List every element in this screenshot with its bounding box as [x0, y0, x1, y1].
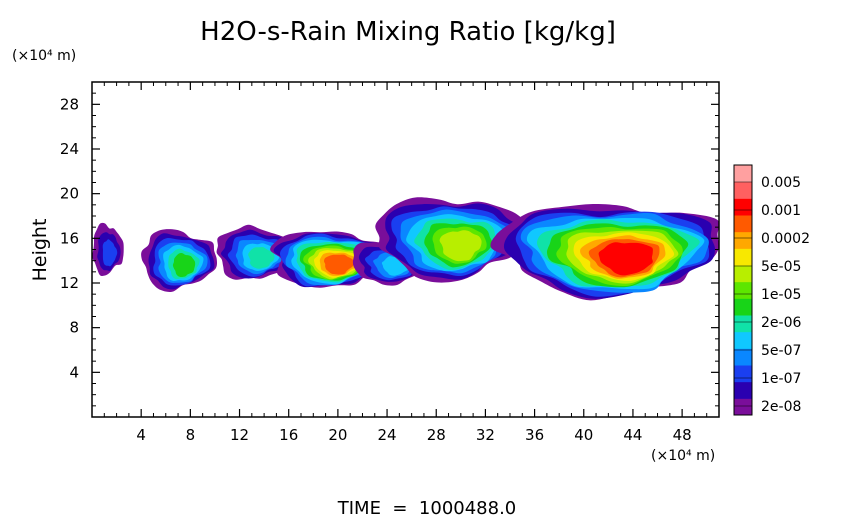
colorbar-swatch: [734, 165, 752, 183]
y-tick-label: 28: [60, 95, 79, 113]
colorbar-swatch: [734, 181, 752, 199]
chart-title: H2O-s-Rain Mixing Ratio [kg/kg]: [200, 17, 616, 47]
contour-feature: [490, 203, 719, 301]
colorbar-swatch: [734, 398, 752, 416]
contour-feature: [92, 222, 124, 276]
x-tick-label: 40: [574, 426, 593, 444]
y-tick-label: 8: [69, 319, 79, 337]
colorbar-swatch: [734, 331, 752, 349]
colorbar-swatch: [734, 365, 752, 383]
x-tick-label: 16: [279, 426, 298, 444]
colorbar-swatch: [734, 231, 752, 249]
x-tick-label: 12: [230, 426, 249, 444]
x-tick-label: 4: [136, 426, 146, 444]
x-tick-label: 8: [186, 426, 196, 444]
x-tick-label: 32: [476, 426, 495, 444]
x-tick-label: 24: [378, 426, 397, 444]
colorbar-label: 0.005: [761, 175, 801, 191]
colorbar: 0.005 0.001 0.0002 5e-05 1e-05 2e-06 5e-07 1e-0…: [733, 164, 810, 416]
x-tick-label: 36: [525, 426, 544, 444]
colorbar-label: 2e-08: [761, 399, 801, 415]
y-axis-label: Height: [29, 219, 51, 282]
x-tick-label: 20: [328, 426, 347, 444]
colorbar-label: 0.0002: [761, 231, 810, 247]
colorbar-label: 2e-06: [761, 315, 801, 331]
x-tick-label: 28: [427, 426, 446, 444]
y-tick-label: 4: [69, 363, 79, 381]
y-tick-label: 16: [60, 229, 79, 247]
colorbar-label: 1e-07: [761, 371, 801, 387]
colorbar-swatch: [734, 281, 752, 299]
contour-level-6: [172, 253, 196, 277]
colorbar-swatch: [734, 381, 752, 399]
colorbar-frame: [733, 164, 753, 416]
y-tick-label: 24: [60, 140, 79, 158]
colorbar-swatch: [734, 315, 752, 333]
colorbar-swatch: [734, 348, 752, 366]
contour-level-12: [598, 242, 653, 276]
contour-feature: [375, 197, 527, 283]
x-unit-label: (×10⁴ m): [651, 448, 715, 464]
colorbar-swatch: [734, 248, 752, 266]
contour-level-5: [248, 246, 275, 269]
contour-level-8: [439, 230, 482, 262]
colorbar-swatch: [734, 198, 752, 216]
footer-time: TIME = 1000488.0: [337, 498, 517, 519]
y-tick-label: 20: [60, 185, 79, 203]
colorbar-swatch: [734, 215, 752, 233]
contour-level-11: [324, 254, 355, 275]
contour-field: [92, 197, 719, 301]
y-tick-label: 12: [60, 274, 79, 292]
x-tick-label: 48: [673, 426, 692, 444]
colorbar-label: 5e-05: [761, 259, 801, 275]
contour-feature: [270, 231, 395, 288]
colorbar-swatch: [734, 298, 752, 316]
colorbar-label: 5e-07: [761, 343, 801, 359]
contour-feature: [141, 229, 218, 292]
x-tick-label: 44: [623, 426, 642, 444]
colorbar-swatch: [734, 265, 752, 283]
contour-level-2: [102, 239, 118, 267]
colorbar-label: 0.001: [761, 203, 801, 219]
colorbar-label: 1e-05: [761, 287, 801, 303]
y-unit-label: (×10⁴ m): [12, 48, 76, 64]
